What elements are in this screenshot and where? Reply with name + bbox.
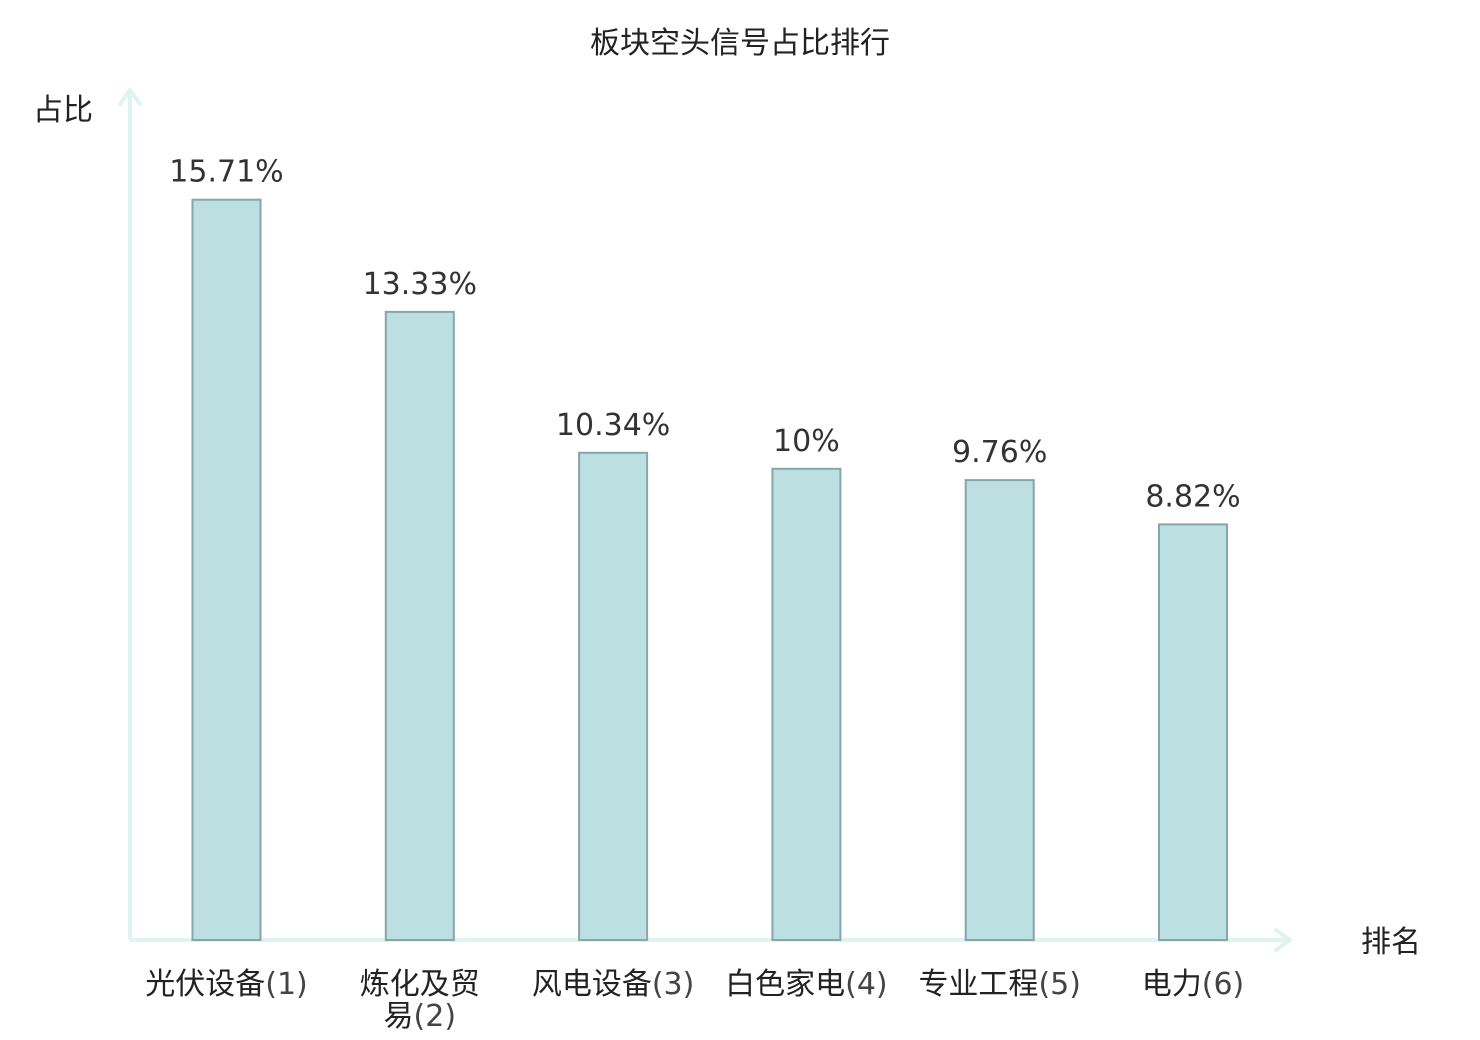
bar: [1158, 523, 1228, 942]
y-axis-arrow: [118, 88, 142, 106]
y-axis-label: 占比: [33, 93, 93, 128]
bar-value-label: 13.33%: [363, 267, 477, 302]
bar-value-label: 10%: [773, 424, 840, 459]
bar: [578, 451, 649, 941]
bar-value-label: 8.82%: [1145, 479, 1240, 514]
x-axis-label: 排名: [1361, 925, 1421, 960]
x-tick-label: 电力(6): [1142, 967, 1245, 1002]
bar-value-label: 9.76%: [952, 435, 1047, 470]
bar: [191, 198, 262, 941]
x-tick-label: 光伏设备(1): [145, 967, 308, 1002]
bar-value-label: 10.34%: [556, 408, 670, 443]
category-labels-group: 光伏设备(1) 炼化及贸易(2) 风电设备(3) 白色家电(4) 专业工程(5) 电力(6…: [145, 967, 1244, 1034]
bar: [384, 310, 455, 941]
x-tick-label: 炼化及贸易(2): [360, 967, 480, 1034]
bar: [964, 479, 1035, 941]
chart-title: 板块空头信号占比排行: [590, 26, 890, 61]
x-axis-arrow: [1274, 928, 1292, 952]
axes: [118, 88, 1292, 952]
bar-value-label: 15.71%: [169, 155, 283, 190]
bars-group: [191, 198, 1228, 942]
x-tick-label: 风电设备(3): [532, 967, 695, 1002]
x-tick-label: 白色家电(4): [725, 967, 888, 1002]
value-labels-group: 15.71% 13.33% 10.34% 10% 9.76% 8.82%: [169, 155, 1240, 515]
x-tick-label: 专业工程(5): [918, 967, 1080, 1002]
bar: [771, 467, 842, 941]
